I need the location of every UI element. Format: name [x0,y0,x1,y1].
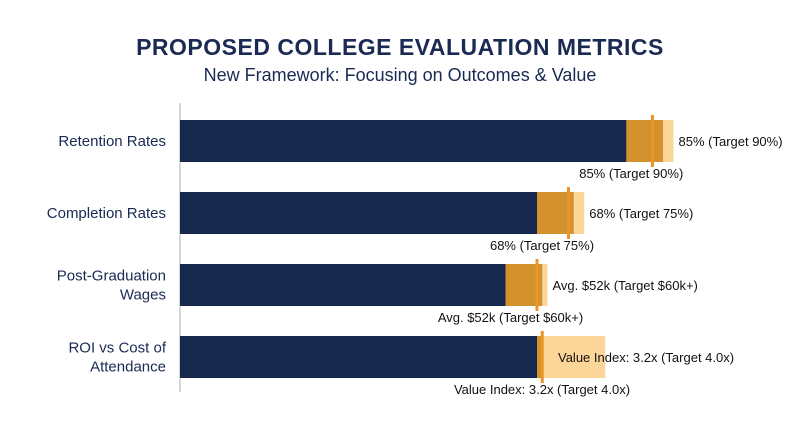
target-marker [535,259,539,311]
target-marker [567,187,570,239]
target-marker [651,115,654,167]
bar-base [180,336,537,378]
data-label-below: Avg. $52k (Target $60k+) [438,310,583,325]
data-label-right: 85% (Target 90%) [679,134,783,149]
category-label: Post-Graduation [57,268,166,285]
bar-base [180,120,627,162]
data-label-right: Avg. $52k (Target $60k+) [553,278,698,293]
data-label-below: 85% (Target 90%) [579,166,683,181]
bar-base [180,264,506,306]
bar-base [180,192,537,234]
data-label-right: 68% (Target 75%) [589,206,693,221]
category-label: Wages [120,287,166,304]
data-label-right: Value Index: 3.2x (Target 4.0x) [558,350,734,365]
category-label: Completion Rates [47,205,166,222]
chart-title: PROPOSED COLLEGE EVALUATION METRICS [136,34,664,60]
data-label-below: Value Index: 3.2x (Target 4.0x) [454,382,630,397]
category-label: ROI vs Cost of [68,340,166,357]
category-label: Retention Rates [58,133,166,150]
data-label-below: 68% (Target 75%) [490,238,594,253]
chart-subtitle: New Framework: Focusing on Outcomes & Va… [203,65,597,85]
category-label: Attendance [90,359,166,376]
target-marker [540,331,544,383]
